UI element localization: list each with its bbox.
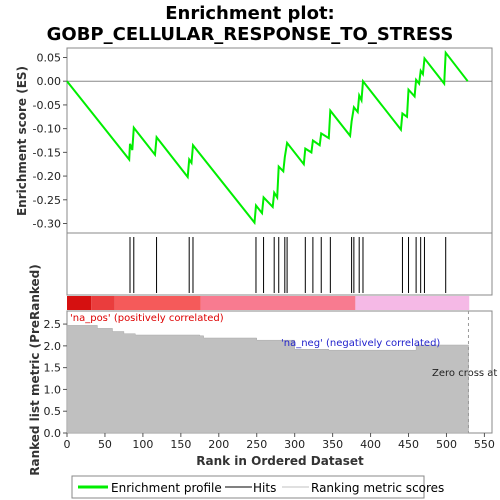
metric-tick-label: 2.5	[44, 318, 62, 331]
metric-axis-label: Ranked list metric (PreRanked)	[28, 264, 42, 476]
metric-y-axis: 0.0 0.5 1.0 1.5 2.0 2.5	[44, 318, 67, 440]
legend-hits-label: Hits	[253, 481, 276, 495]
enrichment-profile-line	[66, 49, 469, 226]
chart-title-line2: GOBP_CELLULAR_RESPONSE_TO_STRESS	[47, 24, 454, 45]
metric-tick-label: 1.5	[44, 362, 62, 375]
positive-correlation-label: 'na_pos' (positively correlated)	[70, 313, 224, 324]
x-axis-label: Rank in Ordered Dataset	[196, 454, 364, 468]
hits-markers	[129, 237, 447, 293]
legend-enrichment-label: Enrichment profile	[111, 481, 222, 495]
es-axis-label: Enrichment score (ES)	[15, 66, 29, 216]
zero-cross-label: Zero cross at 529	[432, 368, 500, 379]
metric-tick-label: 2.0	[44, 340, 62, 353]
heat-segment	[355, 296, 470, 310]
legend: Enrichment profile Hits Ranking metric s…	[71, 475, 444, 499]
x-tick-label: 50	[98, 438, 112, 451]
chart-title-line1: Enrichment plot:	[165, 3, 335, 24]
x-tick-label: 450	[398, 438, 419, 451]
x-tick-label: 0	[64, 438, 71, 451]
ranking-metric-area	[66, 325, 469, 434]
hits-panel-frame	[66, 232, 493, 296]
es-panel-frame	[66, 47, 493, 234]
heat-segment	[200, 296, 356, 310]
es-tick-label: -0.30	[33, 218, 61, 231]
x-tick-label: 500	[436, 438, 457, 451]
x-tick-label: 250	[246, 438, 267, 451]
x-tick-label: 100	[132, 438, 153, 451]
rank-heat-bar	[67, 296, 470, 310]
heat-segment	[114, 296, 201, 310]
heat-segment	[91, 296, 115, 310]
es-tick-label: -0.25	[33, 194, 61, 207]
es-tick-label: -0.10	[33, 123, 61, 136]
es-tick-label: -0.15	[33, 146, 61, 159]
metric-tick-label: 1.0	[44, 383, 62, 396]
x-tick-label: 350	[322, 438, 343, 451]
es-tick-label: -0.20	[33, 170, 61, 183]
metric-tick-label: 0.5	[44, 405, 62, 418]
es-tick-label: -0.05	[33, 99, 61, 112]
x-tick-label: 550	[474, 438, 495, 451]
es-tick-label: 0.05	[37, 51, 62, 64]
x-tick-label: 200	[208, 438, 229, 451]
x-tick-label: 300	[284, 438, 305, 451]
x-tick-label: 150	[170, 438, 191, 451]
es-y-axis: 0.05 0.00 -0.05 -0.10 -0.15 -0.20 -0.25 -0.30	[33, 51, 67, 231]
x-tick-label: 400	[360, 438, 381, 451]
heat-segment	[67, 296, 92, 310]
legend-metric-label: Ranking metric scores	[311, 481, 444, 495]
metric-tick-label: 0.0	[44, 427, 62, 440]
es-tick-label: 0.00	[37, 75, 62, 88]
negative-correlation-label: 'na_neg' (negatively correlated)	[281, 338, 440, 349]
metric-x-axis: 0 50 100 150 200 250 300 350 400 450 500 550	[64, 433, 495, 451]
